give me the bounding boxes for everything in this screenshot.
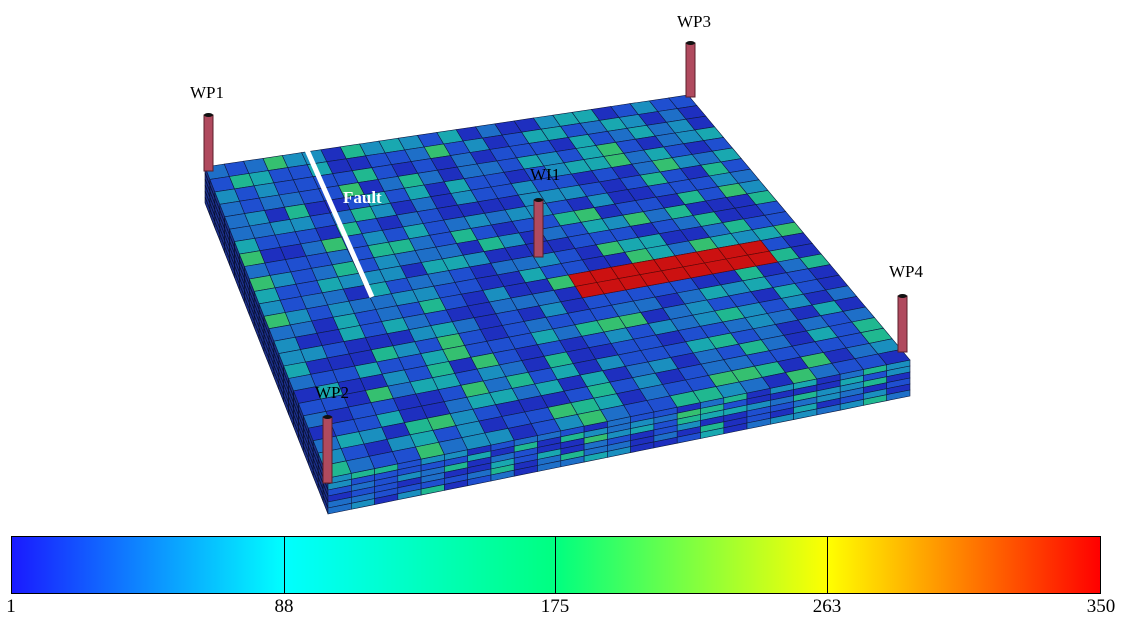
fault-label: Fault (343, 188, 382, 207)
reservoir-model: Fault WP1 WP3 WI1 WP4 WP2 (190, 12, 924, 515)
colorbar-tick-263: 263 (812, 596, 842, 617)
well-wp1: WP1 (190, 83, 224, 172)
color-scale-bar (11, 536, 1101, 594)
colorbar-tick-175: 175 (540, 596, 570, 617)
well-label-wp4: WP4 (889, 262, 924, 281)
well-wi1: WI1 (530, 165, 560, 258)
well-wp3: WP3 (677, 12, 711, 98)
high-permeability-zone (567, 240, 779, 299)
well-wp2: WP2 (315, 383, 349, 484)
colorbar-tick-88: 88 (274, 596, 294, 617)
fault-line (304, 148, 375, 299)
colorbar-tick-350: 350 (1086, 596, 1116, 617)
well-wp4: WP4 (889, 262, 924, 353)
well-label-wp2: WP2 (315, 383, 349, 402)
reservoir-front-face (327, 359, 911, 515)
colorbar-tick-1: 1 (6, 596, 16, 617)
well-label-wp1: WP1 (190, 83, 224, 102)
colorbar-divider (284, 537, 285, 593)
barrier-cell (747, 250, 779, 267)
layer-cell (886, 389, 911, 402)
well-label-wp3: WP3 (677, 12, 711, 31)
well-label-wi1: WI1 (530, 165, 560, 184)
grid-cell (877, 349, 911, 366)
colorbar-divider (555, 537, 556, 593)
colorbar-divider (827, 537, 828, 593)
